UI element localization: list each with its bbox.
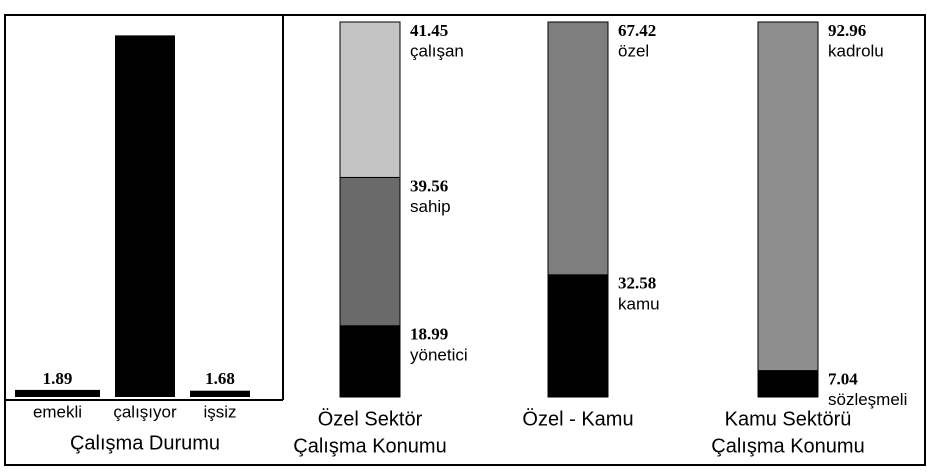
bar-segment: [547, 21, 609, 276]
value-label: 96.43: [126, 369, 164, 388]
bar-segment: [757, 21, 819, 372]
value-label: 92.96: [828, 21, 866, 40]
value-label: 41.45: [410, 21, 448, 40]
bar: [190, 390, 250, 397]
legend-label: özel: [618, 41, 649, 60]
value-label: 32.58: [618, 274, 656, 293]
chart-title: Çalışma Durumu: [70, 432, 220, 454]
value-label: 7.04: [828, 370, 858, 389]
value-label: 1.68: [205, 369, 235, 388]
legend-label: yönetici: [410, 345, 468, 364]
x-tick-label: işsiz: [203, 402, 236, 421]
legend-label: kadrolu: [828, 41, 884, 60]
chart-title: Çalışma Konumu: [293, 435, 446, 457]
value-label: 1.89: [43, 369, 73, 388]
frame: [4, 14, 926, 466]
chart-title: Kamu Sektörü: [725, 408, 852, 430]
value-label: 67.42: [618, 21, 656, 40]
legend-label: sahip: [410, 197, 451, 216]
chart-title: Özel - Kamu: [522, 408, 633, 430]
bar-segment: [339, 176, 401, 327]
value-label: 18.99: [410, 325, 448, 344]
legend-label: sözleşmeli: [828, 390, 907, 409]
bar-segment: [547, 274, 609, 398]
bar-segment: [339, 325, 401, 398]
legend-label: kamu: [618, 294, 660, 313]
bar-segment: [339, 21, 401, 178]
x-tick-label: emekli: [33, 402, 82, 421]
chart-title: Çalışma Konumu: [711, 435, 864, 457]
x-tick-label: çalışıyor: [113, 402, 177, 421]
bar-segment: [757, 370, 819, 398]
legend-label: çalışan: [410, 41, 464, 60]
bar: [115, 35, 175, 397]
value-label: 39.56: [410, 176, 448, 195]
chart-title: Özel Sektör: [318, 408, 423, 430]
bar: [15, 389, 100, 397]
